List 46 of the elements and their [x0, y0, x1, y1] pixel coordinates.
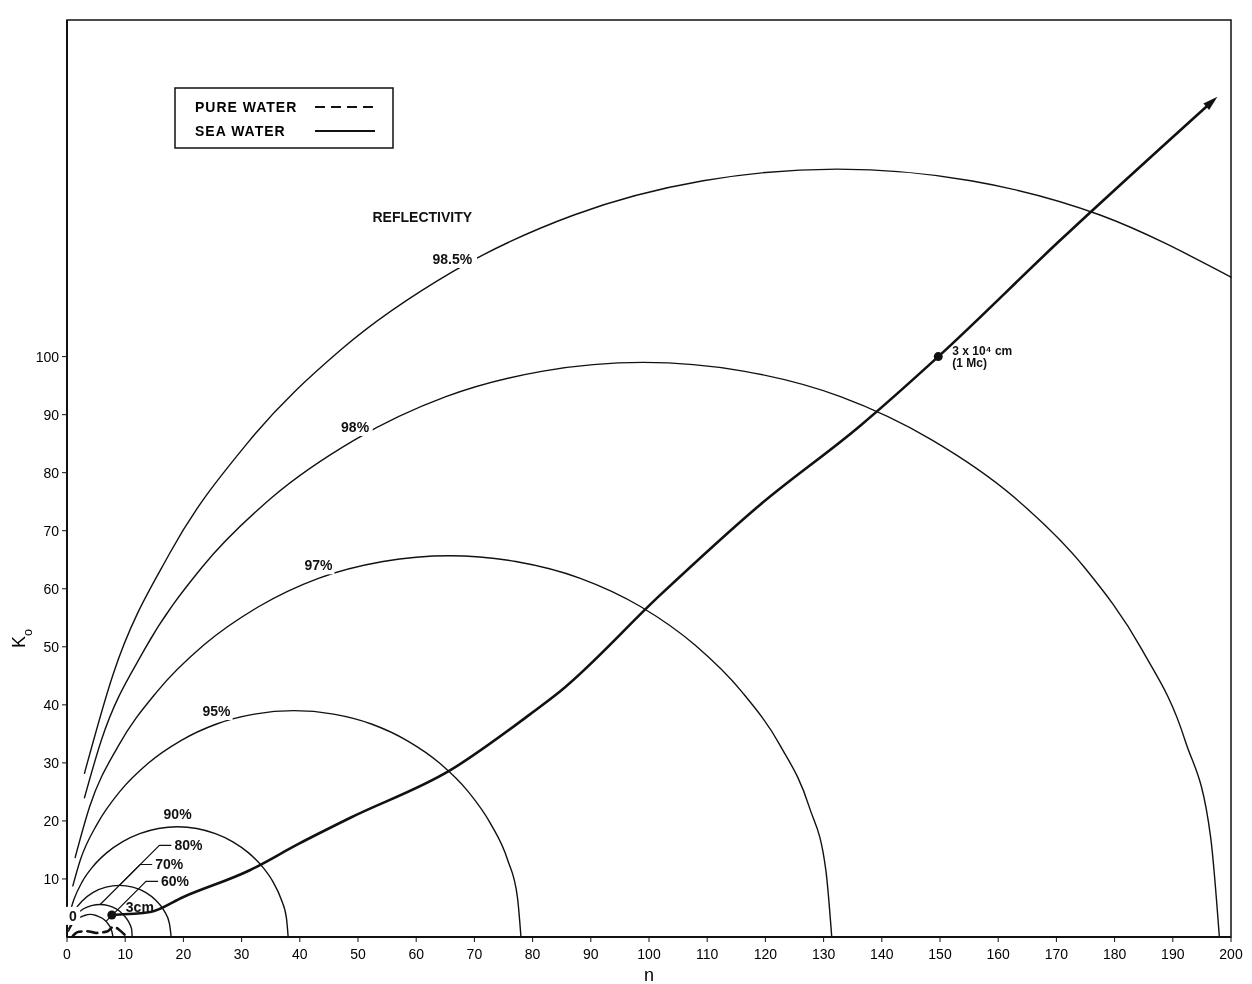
annotation: 0 — [68, 907, 77, 924]
y-tick-label: 90 — [43, 406, 60, 423]
annotation: 70% — [155, 856, 184, 873]
x-tick-label: 130 — [811, 946, 836, 962]
legend-label: PURE WATER — [195, 99, 298, 115]
y-tick-label: 20 — [43, 812, 60, 829]
y-tick-label: 10 — [43, 870, 60, 887]
annotation: 97% — [304, 557, 333, 574]
x-tick-label: 10 — [117, 946, 134, 962]
annotation: 98.5% — [432, 250, 473, 267]
y-tick-label: 70 — [43, 522, 60, 539]
x-tick-label: 0 — [63, 946, 72, 962]
annotation: REFLECTIVITY — [372, 208, 473, 225]
y-tick-label: 80 — [43, 464, 60, 481]
x-tick-label: 180 — [1102, 946, 1127, 962]
x-tick-label: 100 — [637, 946, 661, 962]
y-tick-label: 60 — [43, 580, 60, 597]
x-tick-label: 60 — [408, 946, 425, 962]
x-tick-label: 140 — [870, 946, 894, 962]
annotation: 3 x 10⁴ cm (1 Mc) — [952, 343, 1013, 371]
annotation: 95% — [202, 702, 232, 719]
annotation: 60% — [160, 873, 190, 890]
x-tick-label: 160 — [986, 946, 1011, 962]
x-tick-label: 120 — [753, 946, 778, 962]
annotation: 80% — [174, 837, 203, 854]
x-tick-label: 110 — [696, 946, 719, 962]
x-tick-label: 20 — [175, 946, 192, 962]
annotation: 98% — [341, 418, 370, 435]
y-tick-label: 30 — [43, 754, 60, 771]
x-tick-label: 190 — [1161, 946, 1185, 962]
x-tick-label: 70 — [466, 946, 483, 962]
x-tick-label: 30 — [233, 946, 250, 962]
annotation: 3cm — [125, 898, 154, 915]
legend-label: SEA WATER — [195, 123, 286, 139]
y-tick-label: 50 — [43, 638, 60, 655]
x-axis-title: n — [643, 965, 655, 984]
x-tick-label: 50 — [350, 946, 366, 962]
x-tick-label: 80 — [524, 946, 541, 962]
x-tick-label: 170 — [1044, 946, 1069, 962]
x-tick-label: 200 — [1219, 946, 1243, 962]
x-tick-label: 150 — [928, 946, 952, 962]
annotation: 90% — [163, 805, 193, 822]
y-tick-label: 40 — [43, 696, 60, 713]
y-tick-label: 100 — [35, 348, 60, 365]
x-tick-label: 90 — [583, 946, 599, 962]
x-tick-label: 40 — [292, 946, 308, 962]
